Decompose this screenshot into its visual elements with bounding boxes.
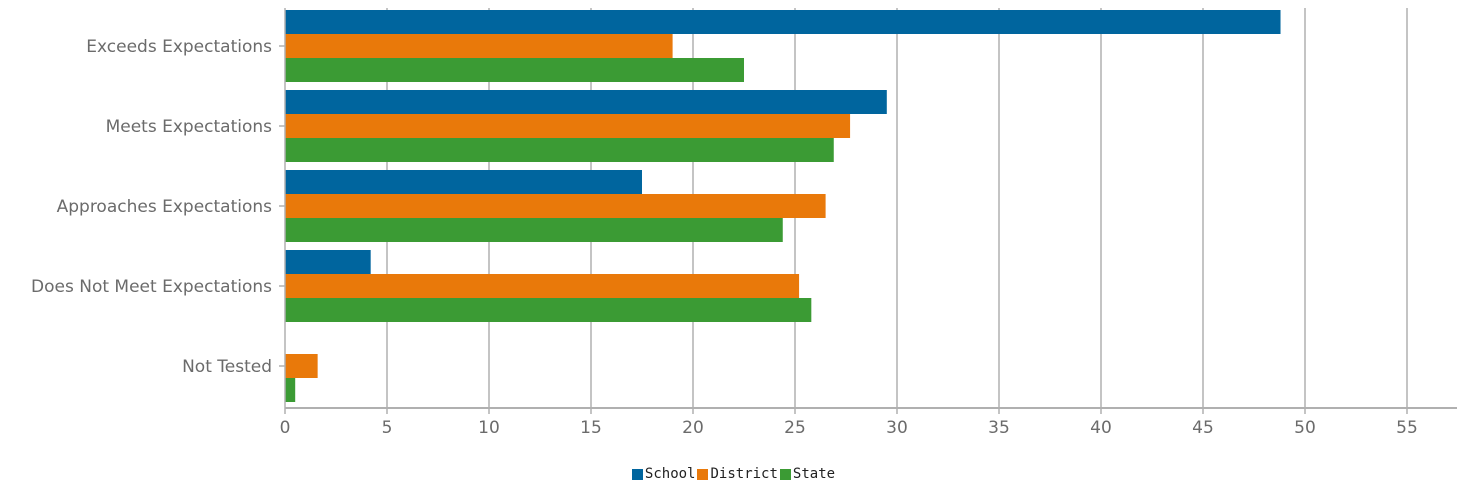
bar-school-0[interactable] xyxy=(285,10,1281,34)
bar-state-1[interactable] xyxy=(285,138,834,162)
category-label: Approaches Expectations xyxy=(57,197,273,217)
x-tick-label: 40 xyxy=(1090,418,1112,438)
x-tick-label: 45 xyxy=(1192,418,1214,438)
bar-state-0[interactable] xyxy=(285,58,744,82)
bar-district-2[interactable] xyxy=(285,194,826,218)
category-label: Does Not Meet Expectations xyxy=(31,277,272,297)
category-label: Not Tested xyxy=(182,357,272,377)
bar-district-0[interactable] xyxy=(285,34,673,58)
legend-item-district[interactable]: District xyxy=(697,466,777,482)
x-tick-label: 0 xyxy=(280,418,291,438)
bar-state-2[interactable] xyxy=(285,218,783,242)
bar-school-3[interactable] xyxy=(285,250,371,274)
bar-school-2[interactable] xyxy=(285,170,642,194)
x-tick-label: 10 xyxy=(478,418,500,438)
x-tick-label: 30 xyxy=(886,418,908,438)
legend-item-school[interactable]: School xyxy=(632,466,696,482)
bar-state-3[interactable] xyxy=(285,298,811,322)
legend-swatch xyxy=(697,469,708,480)
x-tick-label: 50 xyxy=(1294,418,1316,438)
bar-district-3[interactable] xyxy=(285,274,799,298)
bar-district-4[interactable] xyxy=(285,354,318,378)
x-tick-label: 20 xyxy=(682,418,704,438)
legend-label: District xyxy=(710,466,777,482)
legend-label: School xyxy=(645,466,696,482)
x-tick-label: 35 xyxy=(988,418,1010,438)
bar-school-1[interactable] xyxy=(285,90,887,114)
bar-state-4[interactable] xyxy=(285,378,295,402)
x-tick-label: 15 xyxy=(580,418,602,438)
bar-district-1[interactable] xyxy=(285,114,850,138)
legend-swatch xyxy=(780,469,791,480)
x-tick-label: 55 xyxy=(1396,418,1418,438)
legend-item-state[interactable]: State xyxy=(780,466,835,482)
legend: School District State xyxy=(0,466,1467,484)
legend-label: State xyxy=(793,466,835,482)
x-tick-label: 25 xyxy=(784,418,806,438)
category-label: Meets Expectations xyxy=(106,117,273,137)
x-tick-label: 5 xyxy=(382,418,393,438)
category-label: Exceeds Expectations xyxy=(86,37,272,57)
legend-swatch xyxy=(632,469,643,480)
